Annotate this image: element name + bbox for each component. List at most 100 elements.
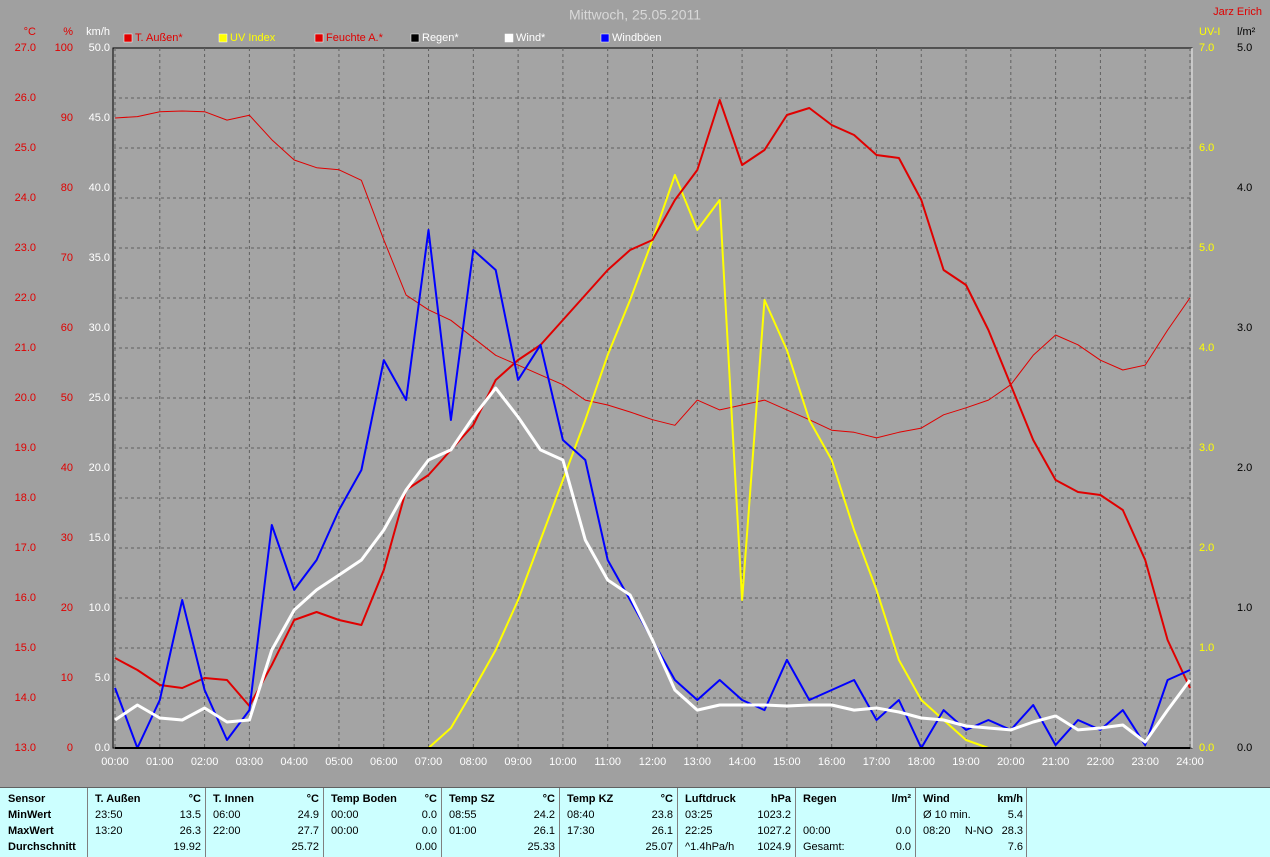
y-tick-label: 25.0 — [15, 142, 36, 154]
y-tick-label: 45.0 — [89, 112, 110, 124]
y-tick-label: 100 — [55, 42, 73, 54]
y-tick-label: 25.0 — [89, 392, 110, 404]
summary-table: Sensor MinWert MaxWert Durchschnitt T. Außen… — [8, 788, 1027, 857]
cell-value: 13.5 — [180, 809, 201, 821]
y-tick-label: 10 — [61, 672, 73, 684]
table-background — [0, 787, 1270, 857]
cell-time: 13:20 — [95, 825, 123, 837]
cell-value: 7.6 — [1008, 841, 1023, 853]
y-tick-label: 20 — [61, 602, 73, 614]
column-unit: °C — [307, 793, 319, 805]
y-tick-label: 22.0 — [15, 292, 36, 304]
row-label: MaxWert — [8, 825, 54, 837]
cell-value: 26.3 — [180, 825, 201, 837]
x-tick-label: 19:00 — [952, 756, 980, 768]
legend-label: Feuchte A.* — [326, 32, 384, 44]
column-header: Regen — [803, 793, 837, 805]
cell-value: 26.1 — [534, 825, 555, 837]
x-tick-label: 07:00 — [415, 756, 443, 768]
legend-marker — [410, 33, 420, 43]
table-header: Sensor — [8, 793, 46, 805]
legend-label: Wind* — [516, 32, 546, 44]
y-tick-label: 18.0 — [15, 492, 36, 504]
y-tick-label: 70 — [61, 252, 73, 264]
y-tick-label: 50.0 — [89, 42, 110, 54]
legend-marker — [123, 33, 133, 43]
y-tick-label: 16.0 — [15, 592, 36, 604]
y-tick-label: 5.0 — [1199, 242, 1214, 254]
legend-label: Regen* — [422, 32, 459, 44]
y-tick-label: 40 — [61, 462, 73, 474]
y-tick-label: 80 — [61, 182, 73, 194]
y-tick-label: 23.0 — [15, 242, 36, 254]
x-tick-label: 12:00 — [639, 756, 667, 768]
y-tick-label: 19.0 — [15, 442, 36, 454]
y-tick-label: 1.0 — [1237, 602, 1252, 614]
y-tick-label: 4.0 — [1237, 182, 1252, 194]
cell-value: 28.3 — [1002, 825, 1023, 837]
x-tick-label: 17:00 — [863, 756, 891, 768]
x-tick-label: 01:00 — [146, 756, 174, 768]
cell-value: 0.0 — [422, 809, 437, 821]
cell-time: ^1.4hPa/h — [685, 841, 734, 853]
y-tick-label: 14.0 — [15, 692, 36, 704]
cell-time: 01:00 — [449, 825, 477, 837]
axis-unit-label: % — [63, 26, 73, 38]
column-header: Temp SZ — [449, 793, 495, 805]
y-tick-label: 3.0 — [1237, 322, 1252, 334]
cell-value: 24.9 — [298, 809, 319, 821]
column-header: T. Innen — [213, 793, 254, 805]
y-tick-label: 3.0 — [1199, 442, 1214, 454]
x-tick-label: 03:00 — [236, 756, 264, 768]
x-tick-label: 15:00 — [773, 756, 801, 768]
legend-label: Windböen — [612, 32, 662, 44]
cell-value: 26.1 — [652, 825, 673, 837]
column-unit: °C — [425, 793, 437, 805]
y-tick-label: 0.0 — [1237, 742, 1252, 754]
x-tick-label: 21:00 — [1042, 756, 1070, 768]
legend-marker — [218, 33, 228, 43]
y-tick-label: 0.0 — [1199, 742, 1214, 754]
row-label: MinWert — [8, 809, 52, 821]
y-tick-label: 20.0 — [89, 462, 110, 474]
y-tick-label: 2.0 — [1237, 462, 1252, 474]
y-tick-label: 13.0 — [15, 742, 36, 754]
x-tick-label: 08:00 — [460, 756, 488, 768]
x-tick-label: 22:00 — [1087, 756, 1115, 768]
series-lines — [114, 99, 1192, 749]
cell-value: 0.0 — [896, 841, 911, 853]
cell-value: 0.00 — [416, 841, 437, 853]
column-unit: km/h — [997, 793, 1023, 805]
cell-time: 17:30 — [567, 825, 595, 837]
cell-time: 06:00 — [213, 809, 241, 821]
cell-value: 19.92 — [173, 841, 201, 853]
cell-time: 08:40 — [567, 809, 595, 821]
cell-value: 1027.2 — [757, 825, 791, 837]
x-tick-label: 00:00 — [101, 756, 129, 768]
y-tick-label: 30.0 — [89, 322, 110, 334]
y-tick-label: 10.0 — [89, 602, 110, 614]
cell-extra: N-NO — [965, 825, 994, 837]
y-tick-label: 21.0 — [15, 342, 36, 354]
y-tick-label: 90 — [61, 112, 73, 124]
y-tick-label: 20.0 — [15, 392, 36, 404]
cell-value: 24.2 — [534, 809, 555, 821]
y-tick-label: 1.0 — [1199, 642, 1214, 654]
y-tick-label: 35.0 — [89, 252, 110, 264]
y-tick-label: 15.0 — [15, 642, 36, 654]
cell-value: 0.0 — [422, 825, 437, 837]
grid — [113, 48, 1192, 748]
legend-marker — [600, 33, 610, 43]
axis-unit-label: l/m² — [1237, 26, 1256, 38]
y-tick-label: 6.0 — [1199, 142, 1214, 154]
cell-time: 08:55 — [449, 809, 477, 821]
column-header: Temp KZ — [567, 793, 614, 805]
x-tick-label: 11:00 — [594, 756, 621, 768]
x-tick-label: 02:00 — [191, 756, 219, 768]
cell-value: 27.7 — [298, 825, 319, 837]
cell-time: 08:20 — [923, 825, 951, 837]
legend-label: T. Außen* — [135, 32, 183, 44]
y-tick-label: 50 — [61, 392, 73, 404]
x-tick-label: 09:00 — [504, 756, 532, 768]
